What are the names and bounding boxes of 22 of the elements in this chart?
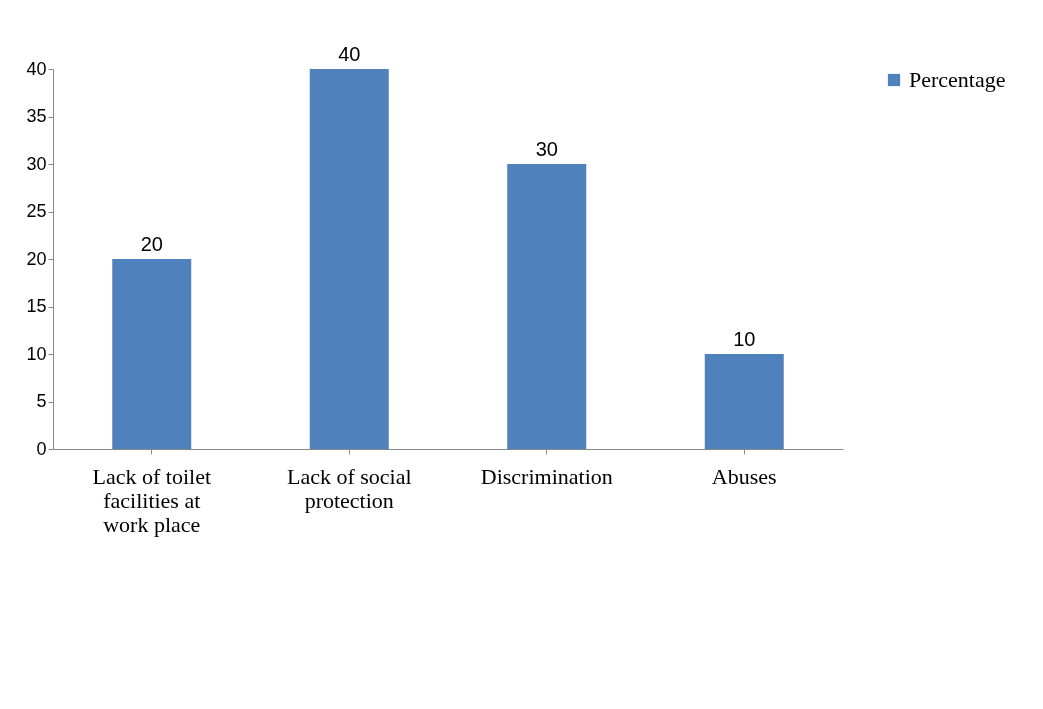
y-tick-label: 10	[26, 343, 47, 364]
y-tick-label: 0	[36, 438, 47, 459]
data-label: 10	[733, 328, 756, 350]
x-tick-label: Abuses	[711, 463, 777, 489]
x-tick-label: Discrimination	[480, 463, 613, 489]
y-tick-label: 35	[26, 106, 47, 126]
bar	[704, 354, 784, 449]
y-tick-label: 30	[26, 153, 47, 174]
legend-label: Percentage	[909, 67, 1006, 92]
data-label: 20	[140, 233, 163, 255]
y-tick-label: 5	[36, 391, 47, 411]
y-tick-label: 15	[26, 296, 47, 316]
bar	[309, 69, 389, 449]
x-tick-label: Lack of social protection	[286, 463, 412, 513]
y-tick-label: 25	[26, 201, 47, 221]
y-tick-label: 40	[26, 58, 47, 79]
data-label: 30	[535, 138, 558, 160]
y-tick-label: 20	[26, 248, 47, 269]
bar	[112, 259, 192, 449]
data-label: 40	[338, 43, 361, 65]
bar	[507, 164, 587, 449]
x-tick-label: Lack of toilet facilities at work place	[92, 463, 212, 537]
